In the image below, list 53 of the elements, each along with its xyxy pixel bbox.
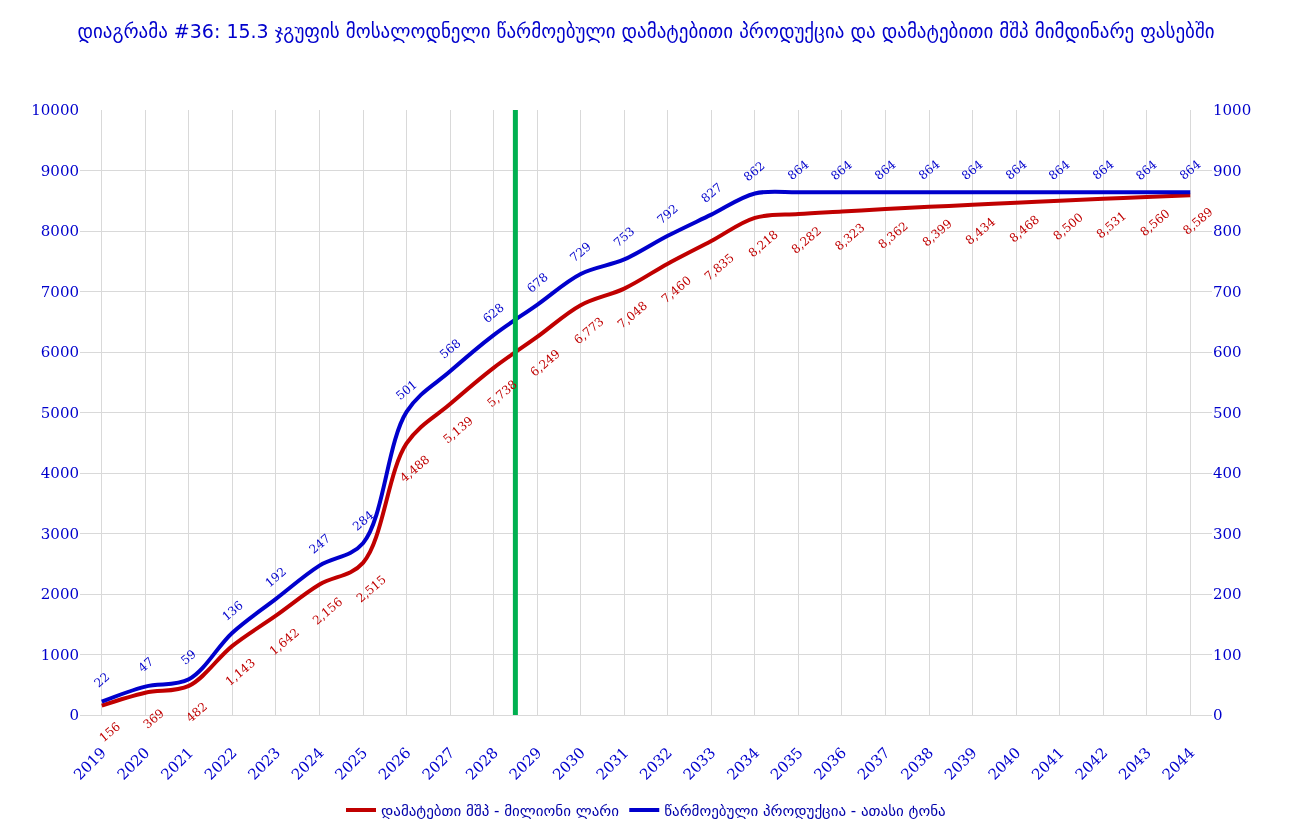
data-label: 369: [140, 706, 167, 732]
y2-tick-label: 0: [1213, 706, 1223, 725]
data-label: 501: [393, 377, 420, 403]
y-tick-label: 2000: [40, 585, 79, 604]
data-label: 729: [567, 239, 594, 265]
y-tick-label: 1000: [40, 645, 79, 664]
data-label: 628: [480, 300, 507, 326]
y-tick-label: 4000: [40, 464, 79, 483]
data-label: 482: [183, 699, 210, 725]
data-label: 47: [135, 654, 157, 675]
y-tick-label: 8000: [40, 222, 79, 241]
data-label: 864: [1046, 157, 1073, 183]
y-tick-label: 9000: [40, 161, 79, 180]
data-label: 862: [740, 158, 768, 185]
data-label: 792: [654, 201, 681, 227]
data-label: 22: [91, 669, 113, 691]
legend-label: წარმოებული პროდუქცია - ათასი ტონა: [664, 801, 946, 820]
y-tick-label: 5000: [40, 403, 79, 422]
legend-label: დამატებთი მშპ - მილიონი ლარი: [381, 801, 620, 820]
y2-tick-label: 1000: [1213, 101, 1252, 120]
data-label: 864: [959, 157, 986, 183]
data-label: 864: [784, 157, 812, 183]
y-tick-label: 0: [69, 706, 79, 725]
data-label: 864: [1133, 157, 1160, 183]
data-label: 864: [1176, 156, 1204, 183]
data-label: 864: [915, 156, 943, 183]
y2-tick-label: 800: [1213, 222, 1242, 241]
data-label: 568: [436, 336, 464, 362]
data-label: 678: [524, 270, 551, 296]
data-label: 156: [96, 719, 124, 745]
data-label: 192: [262, 564, 289, 590]
y-tick-label: 6000: [40, 343, 79, 362]
data-label: 136: [219, 598, 246, 624]
data-label: 827: [698, 180, 725, 206]
data-label: 753: [610, 224, 638, 250]
data-label: 864: [1002, 156, 1030, 183]
y2-tick-label: 700: [1213, 282, 1242, 301]
y2-tick-label: 900: [1213, 161, 1242, 180]
chart-title: დიაგრამა #36: 15.3 ჯგუფის მოსალოდნელი წარმოებული დამატებითი პროდუქცია და დამატებითი მშპ მიმდინარე ფასებში: [77, 20, 1215, 44]
y2-tick-label: 500: [1213, 403, 1242, 422]
data-label: 864: [1089, 156, 1117, 183]
y2-tick-label: 400: [1213, 464, 1242, 483]
data-label: 284: [349, 507, 377, 534]
y2-tick-label: 200: [1213, 585, 1242, 604]
y-tick-label: 3000: [40, 524, 79, 543]
y2-tick-label: 100: [1213, 645, 1242, 664]
data-label: 864: [828, 157, 855, 184]
y2-tick-label: 300: [1213, 524, 1242, 543]
data-label: 59: [178, 646, 199, 668]
y2-tick-label: 600: [1213, 343, 1242, 362]
y-tick-label: 10000: [31, 101, 79, 120]
data-label: 864: [872, 157, 899, 183]
y-tick-label: 7000: [40, 282, 79, 301]
